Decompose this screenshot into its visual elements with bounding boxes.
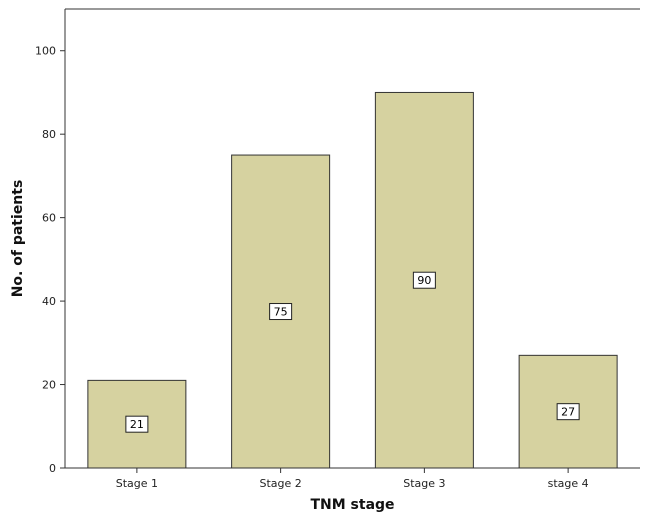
x-tick-label: stage 4	[548, 477, 589, 490]
y-axis-ticks: 0 20 40 60 80 100	[35, 45, 65, 475]
data-label-box	[412, 271, 436, 289]
y-tick-label: 60	[42, 212, 56, 225]
x-tick-label: Stage 3	[403, 477, 445, 490]
bar	[87, 379, 187, 469]
x-axis-ticks: Stage 1 Stage 2 Stage 3 stage 4	[116, 468, 589, 490]
y-tick-label: 20	[42, 379, 56, 392]
y-tick-label: 40	[42, 295, 56, 308]
x-tick-label: Stage 2	[259, 477, 301, 490]
y-axis-title: No. of patients	[10, 180, 26, 298]
data-label: 27	[561, 406, 575, 419]
data-label: 21	[130, 418, 144, 431]
x-axis-title: TNM stage	[310, 497, 394, 513]
x-tick-label: Stage 1	[116, 477, 158, 490]
data-label-box	[269, 303, 293, 321]
y-tick-label: 100	[35, 45, 56, 58]
y-tick-label: 0	[49, 462, 56, 475]
data-label: 75	[274, 306, 288, 319]
data-label-box	[125, 415, 149, 433]
data-label-box	[556, 403, 580, 421]
y-tick-label: 80	[42, 128, 56, 141]
data-label: 90	[417, 274, 431, 287]
bars: 21 75 90 27	[87, 91, 618, 469]
